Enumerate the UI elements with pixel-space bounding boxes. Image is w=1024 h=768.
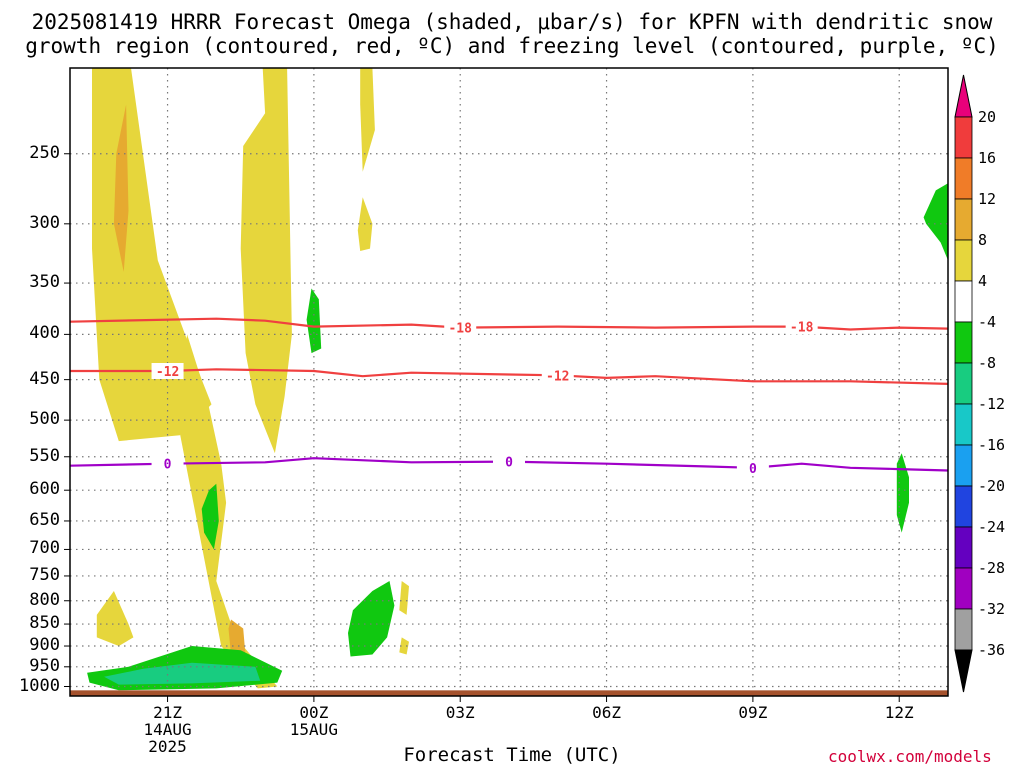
- contour-label-bg--18-0: [444, 319, 477, 336]
- credit-link[interactable]: coolwx.com/models: [828, 747, 992, 766]
- contour-label-bg--18-1: [785, 318, 818, 335]
- colorbar-label: -24: [978, 518, 1006, 536]
- colorbar-swatch-3: [954, 239, 973, 282]
- omega-region-13: [923, 183, 948, 261]
- colorbar-label: -20: [978, 477, 1006, 495]
- y-tick-label: 700: [29, 538, 60, 559]
- x-tick-label: 00Z: [299, 703, 329, 722]
- y-tick-label: 650: [29, 509, 60, 530]
- colorbar-swatch-7: [954, 403, 973, 446]
- chart-title-line1: 2025081419 HRRR Forecast Omega (shaded, …: [31, 10, 993, 34]
- y-tick-label: 600: [29, 479, 60, 500]
- colorbar-label: 12: [978, 190, 997, 208]
- y-tick-label: 950: [29, 655, 60, 676]
- contour-label-bg-0-0: [151, 455, 184, 472]
- ground-band: [70, 690, 948, 696]
- omega-region-3: [360, 68, 375, 172]
- contour-label--12-1: -12: [546, 369, 569, 384]
- contour-label--12-0: -12: [156, 365, 179, 380]
- omega-region-8: [399, 581, 409, 615]
- contour-label-bg-0-2: [736, 459, 769, 476]
- colorbar-label: -4: [978, 313, 997, 331]
- colorbar-label: -28: [978, 559, 1006, 577]
- omega-region-14: [896, 453, 909, 533]
- contour-label-0-2: 0: [749, 462, 757, 477]
- colorbar-label: -8: [978, 354, 997, 372]
- colorbar-swatch-9: [954, 485, 973, 528]
- contour-label-bg--12-1: [541, 367, 574, 384]
- chart-title-line2: growth region (contoured, red, ºC) and f…: [25, 34, 999, 58]
- x-tick-sublabel: 15AUG: [289, 720, 338, 739]
- y-tick-label: 500: [29, 409, 60, 430]
- colorbar-swatch-2: [954, 198, 973, 241]
- colorbar-top-arrow: [954, 74, 973, 118]
- colorbar-swatch-10: [954, 526, 973, 569]
- omega-region-16: [104, 662, 261, 685]
- contour-label-bg-0-1: [493, 453, 525, 470]
- contour-label--18-0: -18: [448, 322, 472, 337]
- colorbar-label: -36: [978, 641, 1006, 659]
- y-tick-label: 350: [29, 272, 60, 293]
- omega-region-7: [96, 591, 134, 646]
- x-tick-label: 09Z: [738, 703, 768, 722]
- colorbar-swatch-6: [954, 362, 973, 405]
- y-tick-label: 1000: [19, 675, 60, 696]
- x-tick-label: 12Z: [884, 703, 914, 722]
- omega-region-2: [240, 68, 292, 454]
- colorbar-label: 4: [978, 272, 988, 290]
- plot-frame: [69, 67, 949, 697]
- colorbar-swatch-0: [954, 116, 973, 159]
- colorbar-swatch-5: [954, 321, 973, 364]
- y-tick-label: 850: [29, 613, 60, 634]
- colorbar-swatch-8: [954, 444, 973, 487]
- y-tick-label: 300: [29, 212, 60, 233]
- colorbar-label: 20: [978, 108, 997, 126]
- contour-label-0-1: 0: [505, 456, 513, 471]
- colorbar-label: 16: [978, 149, 997, 167]
- colorbar-label: -12: [978, 395, 1006, 413]
- y-tick-label: 550: [29, 445, 60, 466]
- colorbar-swatch-1: [954, 157, 973, 200]
- x-tick-label: 06Z: [592, 703, 621, 722]
- y-tick-label: 900: [29, 635, 60, 656]
- contour-line-0: [69, 457, 949, 472]
- colorbar-swatch-12: [954, 608, 973, 651]
- colorbar-label: -16: [978, 436, 1006, 454]
- colorbar-swatch-11: [954, 567, 973, 610]
- contour-line--12: [70, 368, 949, 385]
- contour-line--18: [69, 317, 949, 331]
- x-tick-sublabel: 14AUG: [143, 720, 192, 739]
- x-axis-title: Forecast Time (UTC): [403, 744, 621, 766]
- colorbar-swatch-4: [954, 280, 973, 323]
- x-tick-sublabel: 2025: [148, 737, 187, 756]
- omega-region-5: [177, 334, 278, 689]
- y-tick-label: 450: [29, 368, 60, 389]
- y-tick-label: 800: [29, 589, 60, 610]
- omega-region-1: [113, 104, 129, 272]
- omega-region-11: [201, 483, 219, 550]
- omega-region-12: [348, 581, 395, 657]
- x-tick-label: 21Z: [153, 703, 182, 722]
- omega-region-9: [399, 637, 409, 655]
- contour-label-bg--12-0: [151, 363, 184, 380]
- y-tick-label: 750: [29, 564, 60, 585]
- y-tick-label: 250: [29, 142, 60, 163]
- contour-label-0-0: 0: [164, 458, 172, 473]
- x-tick-label: 03Z: [445, 703, 475, 722]
- contour-label--18-1: -18: [790, 321, 814, 336]
- colorbar-label: -32: [978, 600, 1006, 618]
- colorbar-bottom-arrow: [954, 649, 973, 693]
- colorbar-label: 8: [978, 231, 988, 249]
- y-tick-label: 400: [29, 323, 60, 344]
